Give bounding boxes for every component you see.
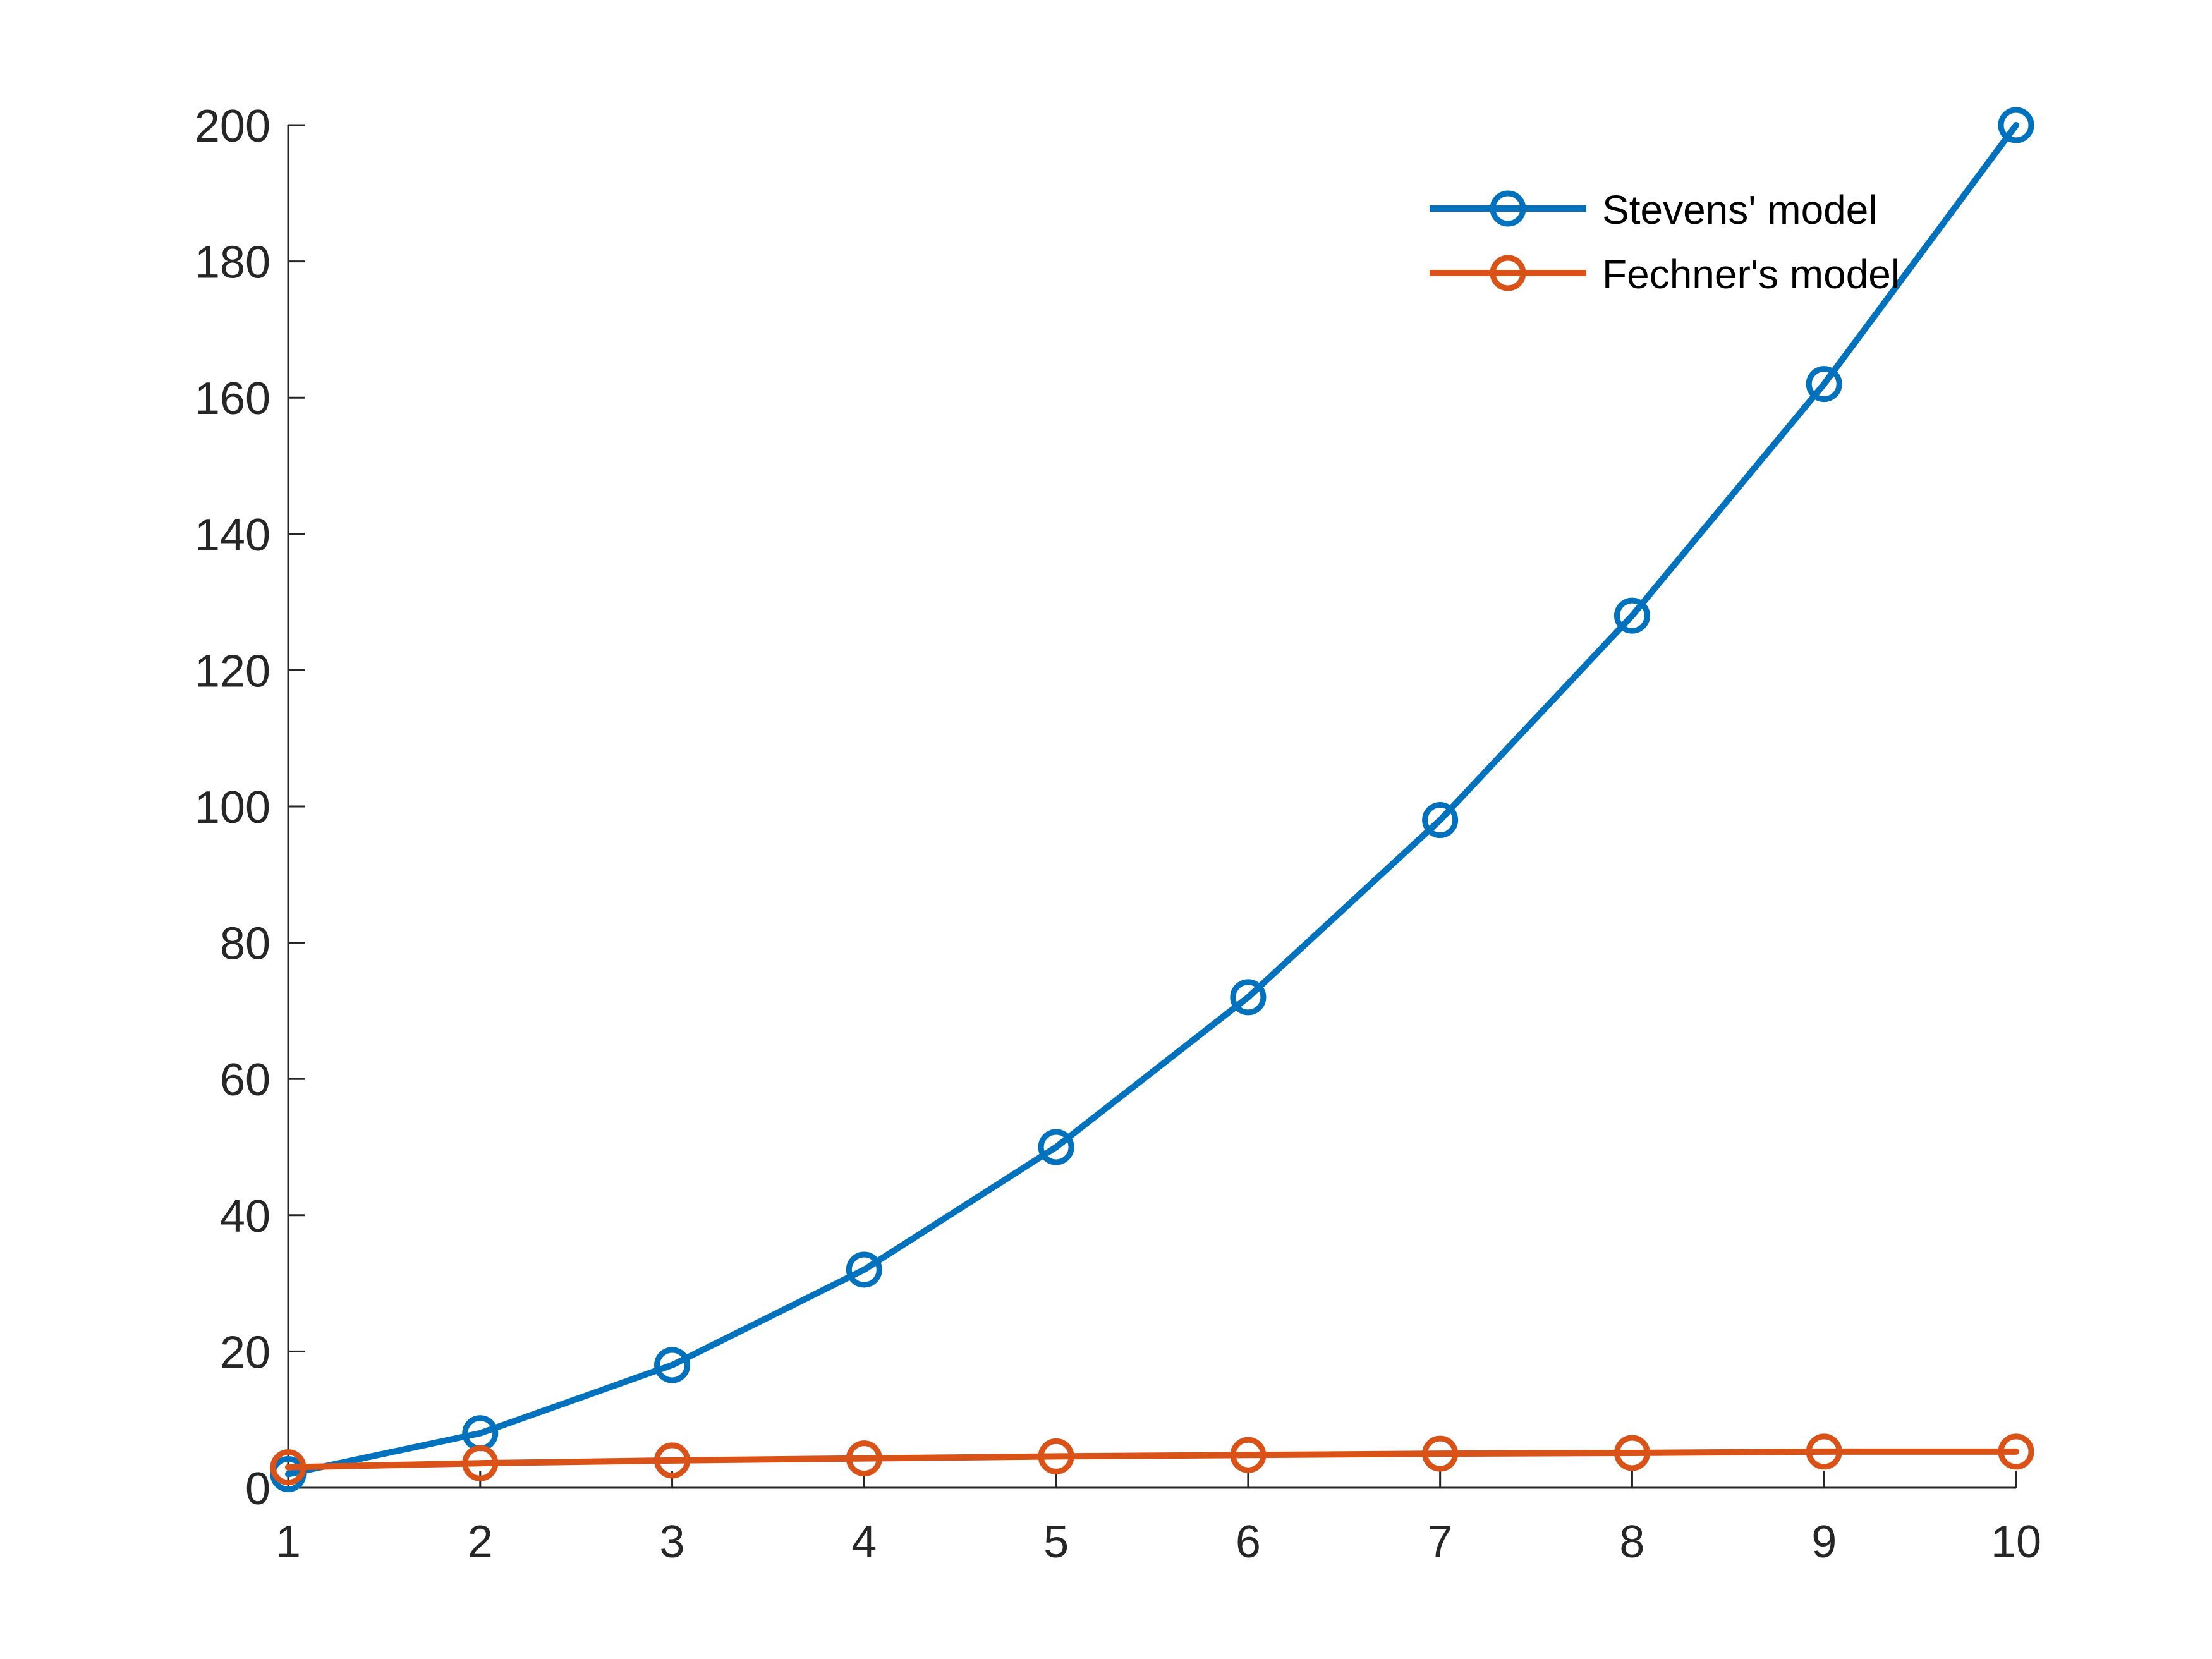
series-2: [270, 1433, 2034, 1486]
y-tick-label: 120: [195, 646, 270, 696]
x-tick-label: 10: [1991, 1517, 2041, 1567]
x-tick-label: 3: [660, 1517, 685, 1567]
y-tick-label: 20: [220, 1327, 270, 1378]
series-layer: [270, 107, 2034, 1492]
x-tick-label: 4: [851, 1517, 877, 1567]
y-tick-label: 200: [195, 101, 270, 152]
data-point: [846, 1251, 882, 1288]
data-point: [846, 1440, 882, 1477]
data-point: [1422, 802, 1459, 839]
legend-marker: [1490, 255, 1526, 291]
data-point: [1038, 1129, 1074, 1165]
data-point: [1998, 1433, 2034, 1470]
y-tick-label: 100: [195, 782, 270, 833]
y-tick-label: 60: [220, 1055, 270, 1105]
series-line: [285, 1448, 2019, 1471]
data-point: [1230, 979, 1267, 1016]
x-tick-label: 5: [1043, 1517, 1069, 1567]
legend-label: Stevens' model: [1602, 187, 1878, 233]
data-point: [654, 1442, 691, 1479]
x-tick-label: 9: [1811, 1517, 1837, 1567]
y-tick-label: 140: [195, 510, 270, 561]
y-tick-label: 80: [220, 919, 270, 969]
legend-entry: Fechner's model: [1430, 252, 1900, 297]
legend-marker: [1490, 190, 1526, 227]
series-1: [270, 107, 2034, 1492]
y-tick-label: 180: [195, 238, 270, 288]
y-tick-label: 40: [220, 1191, 270, 1242]
x-tick-label: 7: [1428, 1517, 1453, 1567]
legend-label: Fechner's model: [1602, 252, 1900, 297]
x-tick-label: 8: [1619, 1517, 1644, 1567]
data-point: [1806, 1433, 1842, 1470]
x-tick-label: 6: [1236, 1517, 1261, 1567]
axes: 0 20 40 60 80 100 120 140 160 180 200 1 2 3 4 5 6 7 8 9 10: [195, 101, 2041, 1567]
data-point: [1613, 597, 1650, 634]
data-point: [654, 1347, 691, 1383]
legend-entry: Stevens' model: [1430, 187, 1878, 233]
x-tick-label: 1: [276, 1517, 301, 1567]
data-point: [1998, 107, 2034, 143]
data-point: [270, 1449, 307, 1486]
data-point: [1806, 366, 1842, 403]
data-point: [1613, 1435, 1650, 1471]
x-tick-label: 2: [468, 1517, 493, 1567]
data-point: [462, 1445, 499, 1481]
data-point: [1038, 1438, 1074, 1474]
legend: Stevens' model Fechner's model: [1430, 187, 1900, 297]
y-tick-label: 160: [195, 374, 270, 424]
series-line: [285, 122, 2019, 1478]
data-point: [1230, 1437, 1267, 1473]
y-tick-label: 0: [245, 1464, 270, 1514]
data-point: [1422, 1435, 1459, 1472]
